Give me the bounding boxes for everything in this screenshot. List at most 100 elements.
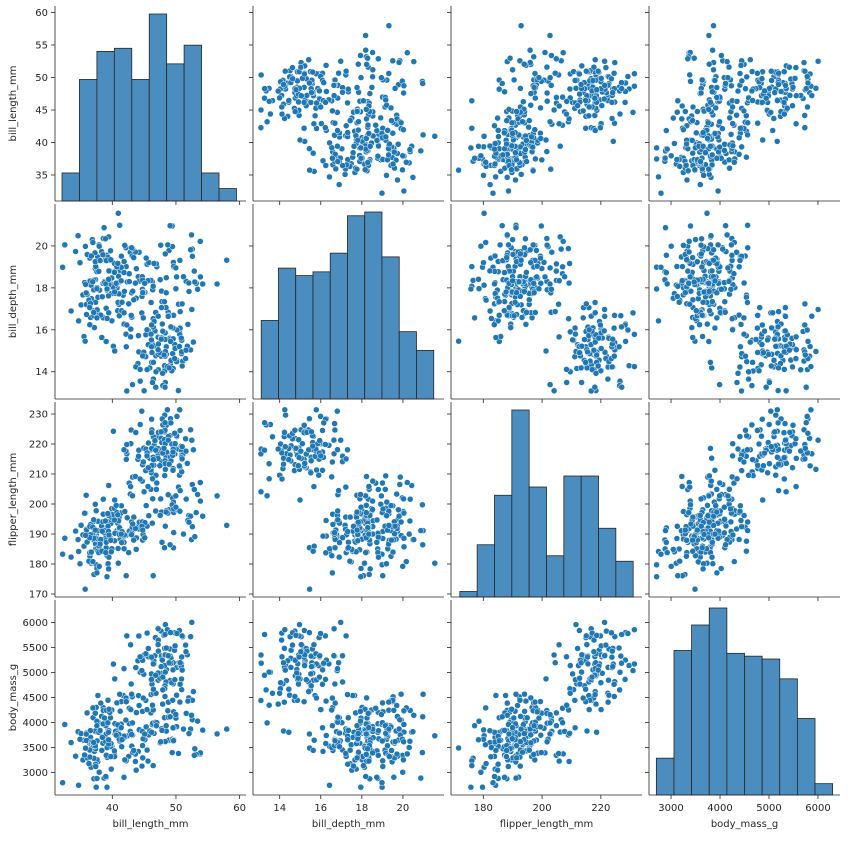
scatter-point xyxy=(566,730,573,737)
scatter-point xyxy=(400,738,407,746)
scatter-point xyxy=(548,286,555,293)
scatter-point xyxy=(670,546,677,553)
scatter-point xyxy=(530,289,538,297)
scatter-point xyxy=(736,363,744,371)
scatter-point xyxy=(267,110,274,118)
hist-bar xyxy=(615,560,634,598)
scatter-point xyxy=(419,131,427,139)
scatter-point xyxy=(323,732,330,739)
scatter-point xyxy=(363,694,370,702)
scatter-point xyxy=(631,331,638,338)
scatter-point xyxy=(789,464,796,471)
scatter-point xyxy=(704,119,712,127)
scatter-point xyxy=(74,536,82,543)
scatter-point xyxy=(384,742,391,749)
scatter-point xyxy=(143,706,151,713)
scatter-point xyxy=(330,436,338,444)
scatter-point xyxy=(383,172,390,179)
scatter-point xyxy=(164,436,172,444)
scatter-point xyxy=(399,769,406,776)
scatter-point xyxy=(127,483,134,490)
y-tick-label: 40 xyxy=(35,138,48,149)
scatter-point xyxy=(692,236,699,243)
scatter-point xyxy=(576,70,583,78)
scatter-point xyxy=(194,286,201,293)
scatter-point xyxy=(319,724,326,732)
scatter-point xyxy=(511,299,519,306)
scatter-point xyxy=(400,82,408,90)
scatter-point xyxy=(631,363,638,370)
scatter-point xyxy=(618,79,625,86)
scatter-point xyxy=(527,101,534,109)
scatter-point xyxy=(657,189,665,197)
scatter-point xyxy=(328,706,335,714)
scatter-point xyxy=(569,336,576,344)
scatter-point xyxy=(295,98,302,106)
scatter-point xyxy=(578,668,585,676)
scatter-point xyxy=(93,314,101,322)
scatter-point xyxy=(354,537,362,545)
scatter-point xyxy=(542,136,550,144)
scatter-point xyxy=(157,241,164,249)
scatter-point xyxy=(93,775,101,782)
scatter-point xyxy=(213,280,221,288)
scatter-point xyxy=(738,143,745,151)
scatter-point xyxy=(522,146,529,153)
scatter-point xyxy=(804,338,812,345)
scatter-point xyxy=(686,71,693,79)
scatter-point xyxy=(535,714,543,722)
scatter-point xyxy=(804,430,812,437)
scatter-point xyxy=(145,464,152,471)
scatter-point xyxy=(111,496,118,504)
scatter-point xyxy=(688,137,696,144)
scatter-point xyxy=(319,666,326,674)
scatter-point xyxy=(705,106,712,113)
scatter-point xyxy=(491,160,499,168)
scatter-point xyxy=(565,245,572,252)
scatter-point xyxy=(388,536,395,544)
scatter-point xyxy=(400,543,408,551)
scatter-point xyxy=(729,326,736,334)
scatter-point xyxy=(615,644,623,652)
scatter-point xyxy=(675,299,683,306)
scatter-point xyxy=(390,773,398,781)
panel-bill_depth_mm-vs-flipper_length_mm xyxy=(447,204,642,403)
scatter-point xyxy=(335,69,342,77)
scatter-point xyxy=(782,387,790,395)
hist-bar xyxy=(278,267,297,400)
x-tick-label: 4000 xyxy=(707,803,732,814)
scatter-point xyxy=(378,74,385,81)
scatter-point xyxy=(152,446,159,454)
scatter-point xyxy=(150,359,157,366)
scatter-point xyxy=(397,518,405,526)
scatter-point xyxy=(257,488,265,496)
x-tick-label: 6000 xyxy=(805,803,830,814)
scatter-point xyxy=(104,697,112,704)
scatter-point xyxy=(561,273,568,280)
scatter-point xyxy=(743,153,750,161)
scatter-point xyxy=(716,492,723,500)
scatter-point xyxy=(563,98,570,105)
scatter-point xyxy=(455,166,462,174)
scatter-point xyxy=(378,492,385,500)
scatter-point xyxy=(159,656,166,664)
scatter-point xyxy=(375,553,382,561)
scatter-point xyxy=(764,336,771,344)
scatter-point xyxy=(499,151,507,159)
scatter-point xyxy=(517,256,525,264)
scatter-point xyxy=(190,338,197,346)
scatter-point xyxy=(705,280,712,287)
scatter-point xyxy=(148,653,155,661)
scatter-point xyxy=(394,141,402,148)
scatter-point xyxy=(404,750,411,758)
scatter-point xyxy=(175,387,182,394)
scatter-point xyxy=(772,411,780,419)
scatter-point xyxy=(345,85,352,93)
scatter-point xyxy=(291,427,299,434)
x-axis-label-body_mass_g: body_mass_g xyxy=(711,819,778,830)
scatter-point xyxy=(363,61,370,68)
scatter-point xyxy=(130,513,138,521)
scatter-point xyxy=(590,346,598,354)
scatter-point xyxy=(136,366,144,373)
scatter-point xyxy=(148,415,155,423)
